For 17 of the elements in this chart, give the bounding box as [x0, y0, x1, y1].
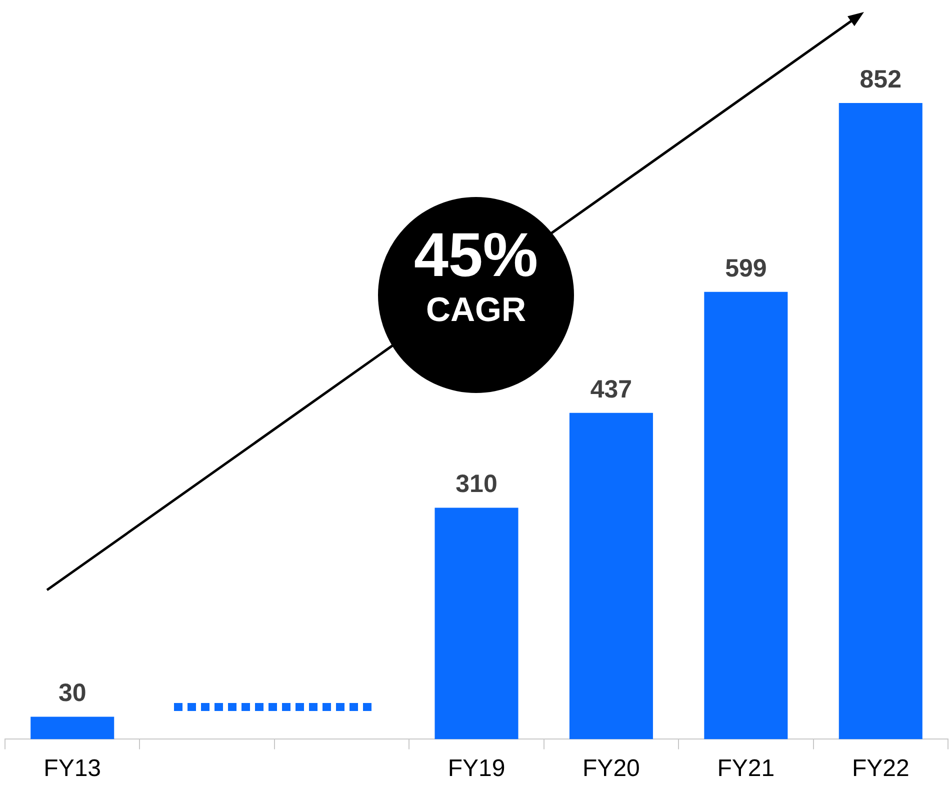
bar [704, 292, 788, 740]
bar [838, 103, 922, 740]
x-tick-label: FY21 [717, 755, 775, 782]
data-label: 599 [725, 254, 767, 282]
x-tick-label: FY20 [582, 755, 640, 782]
x-tick-label: FY13 [44, 755, 102, 782]
x-tick-label: FY22 [852, 755, 910, 782]
annotation: 45% [412, 221, 540, 290]
bar [30, 716, 114, 740]
data-label: 852 [860, 65, 902, 94]
data-label: 30 [58, 679, 86, 708]
bar [434, 508, 518, 740]
data-label: 310 [456, 470, 498, 498]
data-label: 437 [590, 375, 632, 404]
x-tick-label: FY19 [448, 755, 506, 782]
bar [569, 412, 653, 740]
annotation: CAGR [424, 291, 528, 329]
